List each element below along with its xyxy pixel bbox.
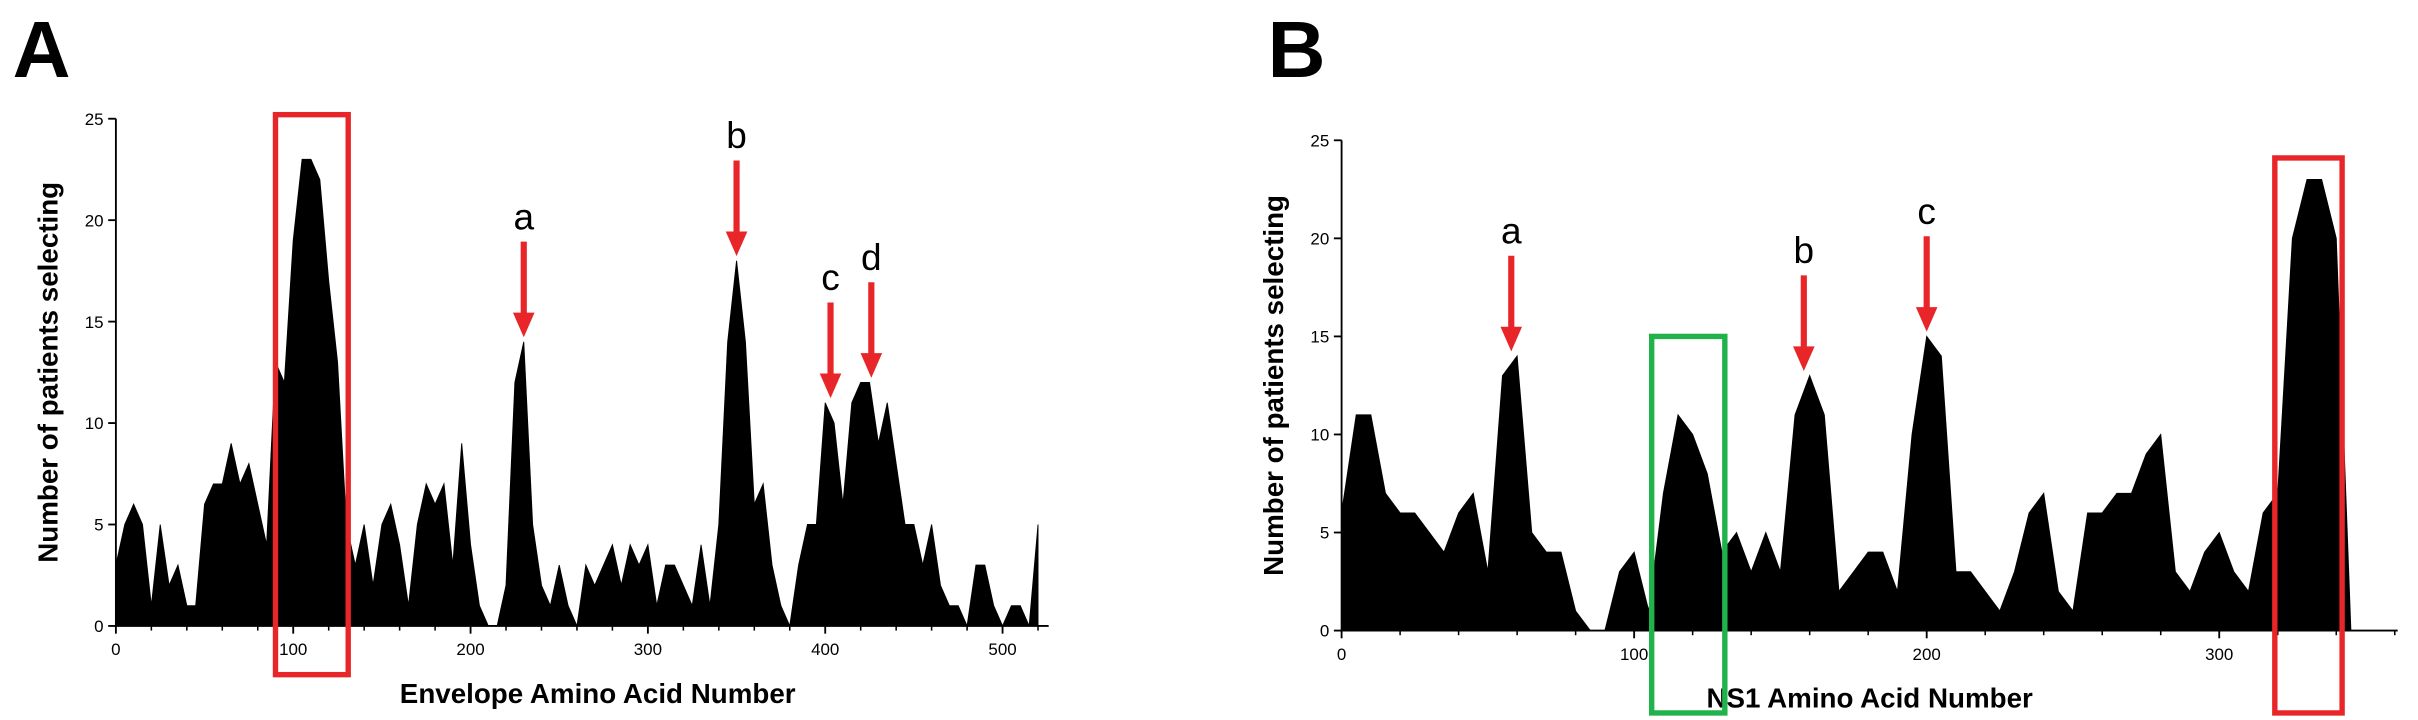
annotation-label: b: [726, 115, 747, 156]
annotation-label: b: [1794, 230, 1815, 271]
y-tick-label: 10: [85, 414, 104, 433]
annotation-arrowhead: [512, 312, 535, 338]
highlight-box: [2272, 155, 2345, 716]
x-tick-label: 0: [1337, 645, 1346, 664]
annotation-label: a: [513, 196, 534, 237]
x-tick-label: 0: [111, 640, 120, 659]
y-tick-label: 0: [94, 617, 103, 636]
annotation-label: d: [861, 237, 882, 278]
y-axis-label: Number of patients selecting: [1258, 195, 1289, 576]
x-axis-label: Envelope Amino Acid Number: [400, 678, 796, 709]
y-tick-label: 25: [1310, 131, 1329, 150]
highlight-box: [272, 111, 351, 678]
y-tick-label: 15: [85, 313, 104, 332]
y-tick-label: 20: [85, 211, 104, 230]
annotation-arrowhead: [1500, 326, 1523, 352]
x-tick-label: 300: [2205, 645, 2233, 664]
area: [1341, 179, 2352, 632]
annotation-label: c: [1917, 191, 1936, 232]
x-tick-label: 200: [1913, 645, 1941, 664]
x-tick-label: 200: [456, 640, 484, 659]
annotation-arrowhead: [1793, 346, 1815, 372]
annotation-arrowhead: [860, 353, 883, 378]
panel-label: A: [13, 4, 71, 94]
y-tick-label: 15: [1310, 328, 1329, 347]
annotation-arrowhead: [819, 373, 842, 399]
x-tick-label: 500: [988, 640, 1016, 659]
x-tick-label: 100: [279, 640, 307, 659]
y-axis-label: Number of patients selecting: [32, 182, 63, 563]
x-tick-label: 400: [811, 640, 839, 659]
y-tick-label: 20: [1310, 230, 1329, 249]
annotation-arrowhead: [1915, 307, 1938, 332]
highlight-box: [1648, 333, 1728, 716]
y-tick-label: 0: [1320, 622, 1329, 641]
x-tick-label: 300: [634, 640, 662, 659]
panel-label: B: [1268, 4, 1326, 94]
x-tick-label: 100: [1620, 645, 1648, 664]
y-tick-label: 25: [85, 110, 104, 129]
area: [115, 158, 1039, 628]
y-tick-label: 10: [1310, 426, 1329, 445]
x-axis-label: NS1 Amino Acid Number: [1706, 683, 2033, 714]
annotation-arrowhead: [725, 231, 748, 257]
y-tick-label: 5: [94, 516, 103, 535]
annotation-label: a: [1501, 210, 1522, 251]
annotation-label: c: [821, 257, 840, 298]
y-tick-label: 5: [1320, 524, 1329, 543]
